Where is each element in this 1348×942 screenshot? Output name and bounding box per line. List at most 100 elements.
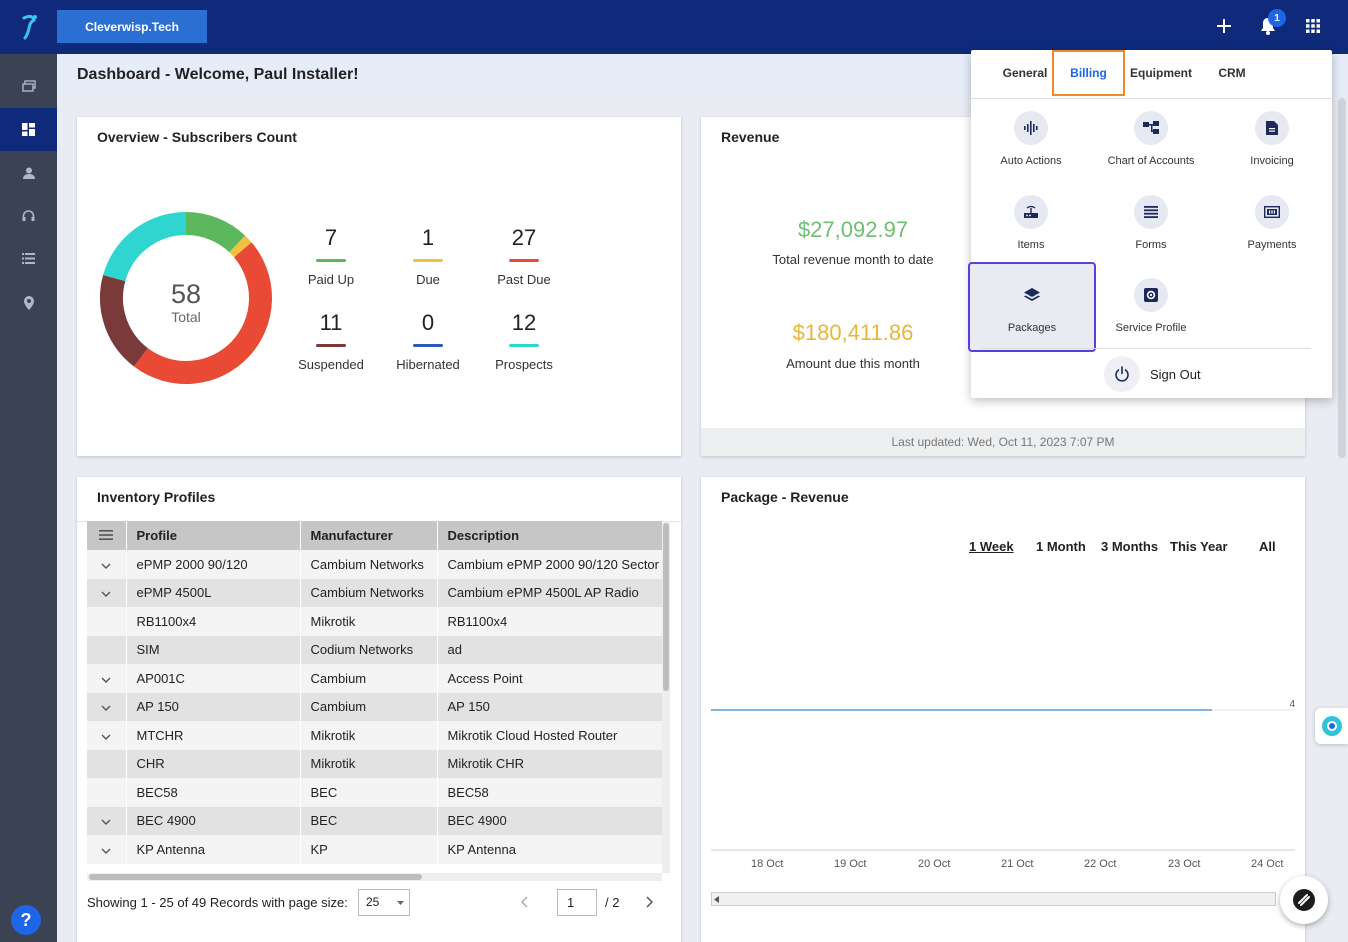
cell-manufacturer: Cambium Networks: [300, 550, 438, 579]
menu-item-label: Forms: [1135, 239, 1167, 251]
column-header-manufacturer[interactable]: Manufacturer: [300, 521, 438, 550]
stat-label: Past Due: [497, 272, 551, 287]
apps-grid-icon[interactable]: [1301, 14, 1325, 38]
app-logo[interactable]: [16, 12, 42, 42]
table-row[interactable]: AP 150 Cambium AP 150: [87, 692, 663, 721]
table-row[interactable]: BEC 4900 BEC BEC 4900: [87, 806, 663, 835]
menu-item-chart-of-accounts[interactable]: Chart of Accounts: [1091, 111, 1211, 167]
range-1-week[interactable]: 1 Week: [969, 539, 1014, 554]
range-1-month[interactable]: 1 Month: [1036, 539, 1086, 554]
sign-out-button[interactable]: Sign Out: [1104, 356, 1201, 392]
overview-card: Overview - Subscribers Count 58 Total 7 …: [77, 117, 681, 456]
range-3-months[interactable]: 3 Months: [1101, 539, 1159, 554]
cell-profile: AP001C: [126, 664, 301, 693]
stat-value: 11: [319, 310, 343, 335]
cell-description: BEC 4900: [437, 806, 663, 835]
row-expand-button[interactable]: [87, 721, 127, 750]
range-this-year[interactable]: This Year: [1170, 539, 1228, 554]
table-row[interactable]: KP Antenna KP KP Antenna: [87, 835, 663, 864]
page-size-select[interactable]: 25: [358, 889, 410, 916]
row-expand-cell: [87, 749, 127, 778]
donut-segment[interactable]: [103, 212, 187, 282]
row-expand-button[interactable]: [87, 550, 127, 579]
cell-manufacturer: Cambium: [300, 664, 438, 693]
current-page-value: 1: [567, 895, 575, 910]
table-vertical-scrollbar[interactable]: [662, 521, 670, 873]
table-row[interactable]: AP001C Cambium Access Point: [87, 664, 663, 693]
package-revenue-title: Package - Revenue: [721, 489, 849, 505]
donut-segment[interactable]: [185, 212, 246, 253]
help-button[interactable]: ?: [11, 905, 41, 935]
range-all[interactable]: All: [1259, 539, 1276, 554]
cell-manufacturer: KP: [300, 835, 438, 864]
table-horizontal-scrollbar[interactable]: [87, 873, 662, 881]
table-row[interactable]: ePMP 4500L Cambium Networks Cambium ePMP 4…: [87, 578, 663, 607]
column-menu-icon[interactable]: [87, 521, 127, 550]
page-scrollbar[interactable]: [1338, 98, 1346, 458]
donut-segment[interactable]: [229, 235, 252, 258]
tab-general[interactable]: General: [1002, 66, 1048, 80]
column-header-description[interactable]: Description: [437, 521, 663, 550]
row-expand-button[interactable]: [87, 692, 127, 721]
row-expand-button[interactable]: [87, 664, 127, 693]
add-icon[interactable]: [1212, 14, 1236, 38]
stat-suspended: 11 Suspended: [286, 310, 376, 372]
x-tick-label: 19 Oct: [834, 858, 867, 870]
menu-item-items[interactable]: Items: [971, 195, 1091, 251]
donut-segment[interactable]: [133, 242, 272, 384]
scrollbar-thumb[interactable]: [89, 874, 422, 880]
prev-page-button[interactable]: [520, 895, 528, 913]
menu-item-label: Auto Actions: [1000, 155, 1062, 167]
chevron-down-icon: [101, 705, 111, 712]
chart-range-scrollbar[interactable]: [711, 892, 1276, 906]
tab-equipment[interactable]: Equipment: [1130, 66, 1192, 80]
organization-button[interactable]: Cleverwisp.Tech: [57, 10, 207, 43]
table-row[interactable]: ePMP 2000 90/120 Cambium Networks Cambium …: [87, 550, 663, 579]
menu-item-auto-actions[interactable]: Auto Actions: [971, 111, 1091, 167]
sidebar-item-list[interactable]: [0, 237, 57, 280]
chat-launcher-button[interactable]: [1280, 876, 1328, 924]
cell-manufacturer: Codium Networks: [300, 635, 438, 664]
next-page-button[interactable]: [646, 895, 654, 913]
stat-color-bar: [316, 259, 346, 262]
pager-summary: Showing 1 - 25 of 49 Records with page s…: [87, 895, 348, 910]
row-expand-button[interactable]: [87, 806, 127, 835]
row-expand-button[interactable]: [87, 835, 127, 864]
page-number-input[interactable]: 1: [557, 889, 597, 916]
sidebar-item-dashboard[interactable]: [0, 108, 57, 151]
sidebar-item-support[interactable]: [0, 194, 57, 237]
chat-icon: [1293, 889, 1315, 911]
row-expand-button[interactable]: [87, 578, 127, 607]
sidebar-item-tickets[interactable]: [0, 64, 57, 107]
menu-item-packages[interactable]: Packages: [968, 262, 1096, 352]
cell-description: ad: [437, 635, 663, 664]
column-header-profile[interactable]: Profile: [126, 521, 301, 550]
package-revenue-line-chart: 4: [711, 699, 1295, 851]
table-row[interactable]: BEC58 BEC BEC58: [87, 778, 663, 807]
table-row[interactable]: SIM Codium Networks ad: [87, 635, 663, 664]
menu-item-forms[interactable]: Forms: [1091, 195, 1211, 251]
apps-dropdown-menu: General Billing Equipment CRM Auto Actio…: [968, 50, 1332, 398]
chevron-down-icon: [101, 677, 111, 683]
stat-past-due: 27 Past Due: [479, 225, 569, 287]
tab-billing[interactable]: Billing: [1052, 50, 1125, 96]
assistant-widget-button[interactable]: [1315, 708, 1348, 744]
donut-segment[interactable]: [100, 274, 149, 367]
menu-item-invoicing[interactable]: Invoicing: [1212, 111, 1332, 167]
scroll-left-icon[interactable]: [714, 896, 720, 903]
sidebar-item-subscribers[interactable]: [0, 151, 57, 194]
cell-manufacturer: Cambium: [300, 692, 438, 721]
inventory-title: Inventory Profiles: [97, 489, 216, 505]
menu-item-payments[interactable]: Payments: [1212, 195, 1332, 251]
table-row[interactable]: RB1100x4 Mikrotik RB1100x4: [87, 607, 663, 636]
cell-manufacturer: Cambium Networks: [300, 578, 438, 607]
sidebar-item-map[interactable]: [0, 281, 57, 324]
sign-out-label: Sign Out: [1150, 366, 1201, 382]
cell-manufacturer: BEC: [300, 806, 438, 835]
scrollbar-thumb[interactable]: [663, 523, 669, 691]
menu-item-service-profile[interactable]: Service Profile: [1091, 278, 1211, 334]
table-row[interactable]: MTCHR Mikrotik Mikrotik Cloud Hosted Route…: [87, 721, 663, 750]
chevron-right-icon: [646, 896, 654, 908]
table-row[interactable]: CHR Mikrotik Mikrotik CHR: [87, 749, 663, 778]
tab-crm[interactable]: CRM: [1218, 66, 1246, 80]
